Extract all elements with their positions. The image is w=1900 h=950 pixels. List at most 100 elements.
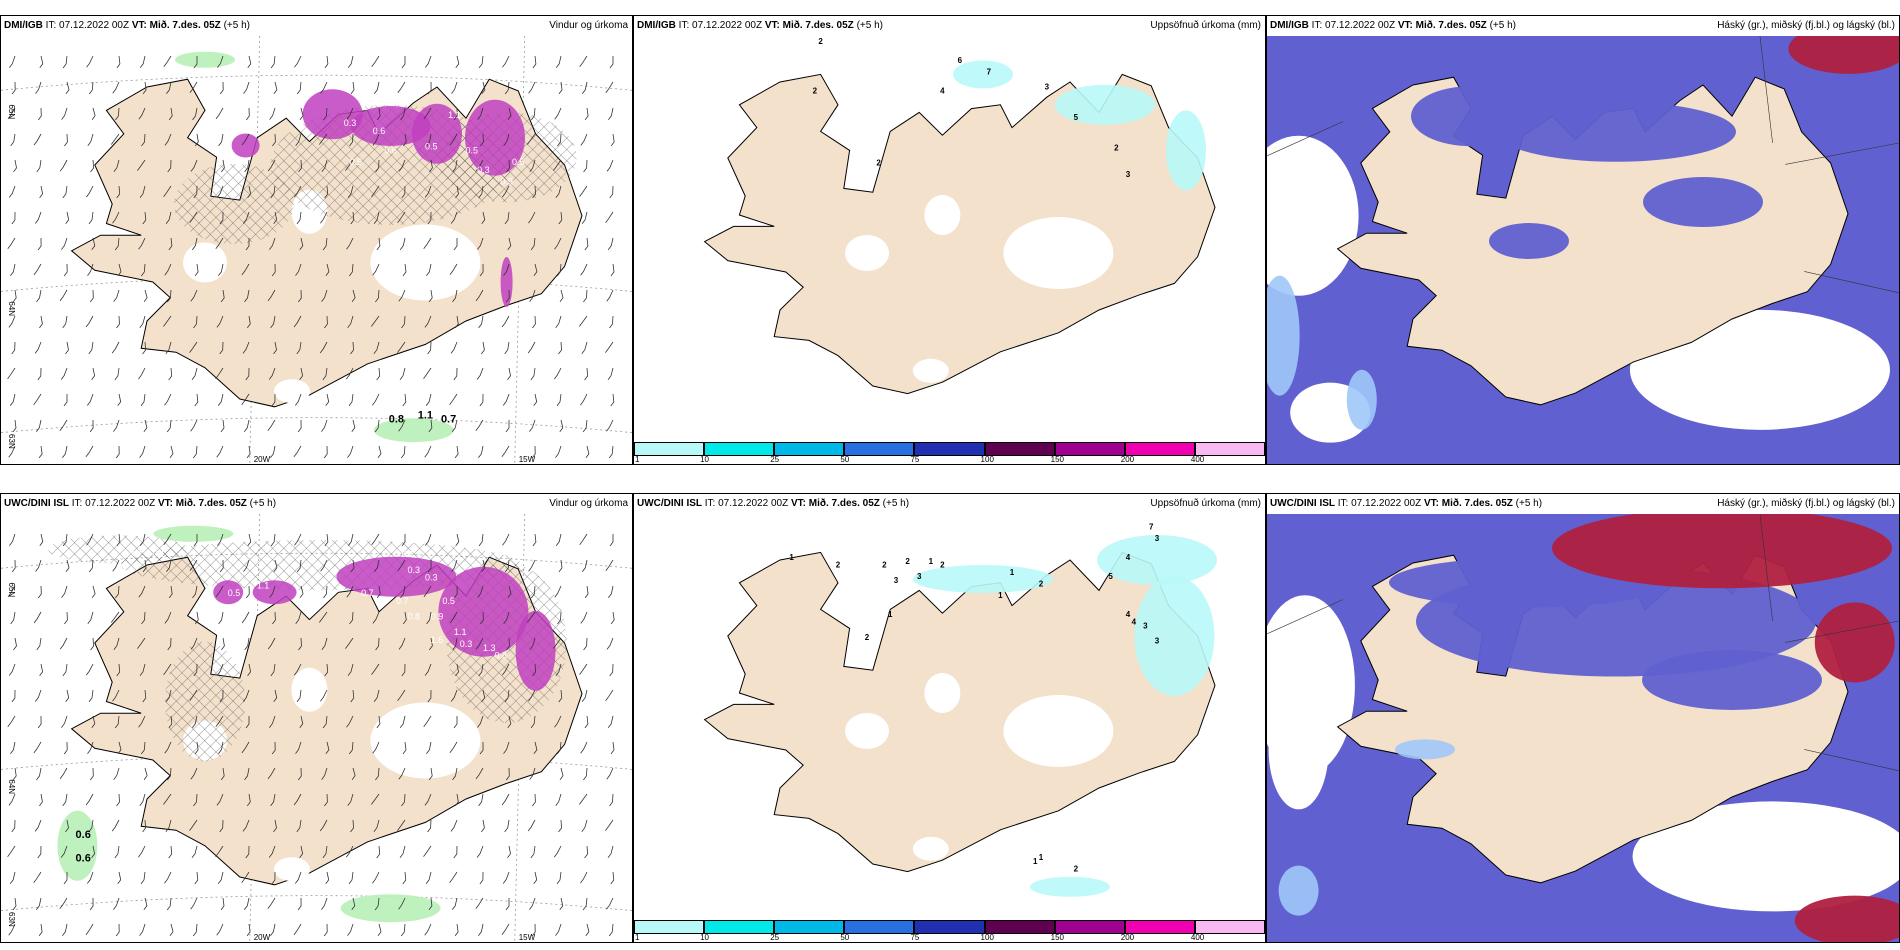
- wind-barb: [559, 289, 564, 302]
- wind-barb: [529, 419, 536, 432]
- panel-vt-label: VT:: [1397, 20, 1413, 31]
- wind-barb: [193, 56, 198, 69]
- value-label: 0.6: [384, 145, 397, 155]
- wind-barb: [189, 689, 198, 701]
- wind-barb: [141, 133, 146, 147]
- panel-vt-value: Mið. 7.des. 05Z: [782, 20, 854, 31]
- value-label: 0.7: [441, 413, 456, 425]
- wind-barb: [215, 107, 224, 120]
- wind-barb: [402, 133, 407, 147]
- wind-barb: [11, 81, 16, 95]
- wind-barb: [427, 81, 432, 95]
- wind-barb: [453, 845, 458, 859]
- wind-barb: [424, 923, 432, 936]
- wind-barb: [610, 393, 615, 407]
- wind-barb: [584, 237, 589, 251]
- colorbar-tick: 400: [1190, 933, 1205, 942]
- wind-barb: [296, 559, 302, 573]
- wind-barb: [580, 611, 588, 624]
- value-label: 1.3: [483, 643, 496, 653]
- wind-barb: [13, 159, 17, 173]
- wind-barb: [113, 289, 120, 302]
- wind-barb: [298, 159, 302, 173]
- wind-barb: [142, 341, 147, 355]
- panel-header: DMI/IGB IT: 07.12.2022 00Z VT: Mið. 7.de…: [1267, 16, 1899, 36]
- wind-barb: [377, 445, 382, 459]
- wind-barb: [167, 289, 172, 303]
- value-label: 2: [1039, 580, 1044, 589]
- wind-barb: [424, 445, 432, 458]
- wind-barb: [12, 289, 17, 303]
- wind-barb: [8, 663, 16, 676]
- wind-barb: [140, 871, 146, 885]
- wind-barb: [271, 393, 276, 407]
- glacier: [291, 667, 328, 712]
- wind-barb: [65, 689, 70, 703]
- wind-barb: [455, 55, 460, 69]
- wind-barb: [481, 559, 486, 573]
- panel-lead: (+5 h): [249, 498, 277, 509]
- wind-barb: [502, 55, 510, 68]
- value-label: 5: [1074, 113, 1079, 122]
- latitude-label: 65N: [7, 104, 16, 119]
- precip-area: [1166, 110, 1206, 191]
- value-label: 0.5: [338, 526, 351, 536]
- panel-source: UWC/DINI ISL: [4, 498, 69, 509]
- wind-barb: [220, 767, 225, 781]
- wind-barb: [370, 315, 380, 327]
- wind-barb: [370, 793, 380, 805]
- wind-barb: [350, 211, 355, 225]
- wind-barb: [583, 289, 588, 303]
- wind-barb: [503, 133, 510, 146]
- wind-barb: [270, 533, 276, 547]
- wind-barb: [37, 367, 42, 381]
- wind-barb: [502, 393, 510, 406]
- wind-barb: [247, 533, 252, 547]
- latitude-line: [1, 895, 632, 912]
- wind-barb: [402, 263, 407, 277]
- wind-barb: [116, 315, 120, 329]
- wind-barb: [117, 393, 122, 407]
- value-label: 2: [876, 159, 881, 168]
- wind-barb: [267, 419, 276, 432]
- wind-barb: [299, 715, 304, 729]
- value-label: 2: [1114, 143, 1119, 152]
- wind-barb: [555, 663, 562, 676]
- wind-barb: [166, 897, 172, 911]
- wind-barb: [273, 559, 278, 573]
- wind-barb: [11, 559, 16, 573]
- wind-barb: [449, 263, 458, 276]
- light-precip: [373, 418, 454, 443]
- value-label: 4: [940, 86, 945, 95]
- wind-barb: [62, 663, 68, 677]
- latitude-line: [1, 417, 632, 434]
- colorbar-swatch: [1194, 920, 1265, 934]
- wind-barb: [296, 689, 302, 703]
- wind-barb: [115, 107, 120, 121]
- wind-barb: [372, 611, 380, 624]
- wind-barb: [59, 159, 68, 172]
- wind-barb: [89, 767, 94, 781]
- wind-barb: [321, 289, 328, 302]
- wind-barb: [554, 585, 562, 598]
- wind-barb: [476, 845, 484, 858]
- wind-barb: [530, 585, 536, 599]
- high-cloud: [1788, 36, 1899, 74]
- wind-barb: [579, 533, 588, 545]
- glacier: [274, 379, 310, 404]
- wind-barb: [194, 393, 199, 407]
- wind-barb: [215, 715, 224, 728]
- precip-area: [465, 99, 525, 176]
- wind-barb: [59, 767, 68, 780]
- wind-barb: [142, 211, 147, 225]
- wind-barb: [345, 367, 354, 380]
- precip-area: [302, 89, 363, 140]
- wind-barb: [294, 393, 302, 406]
- panel-precip-uwc: UWC/DINI ISL IT: 07.12.2022 00Z VT: Mið.…: [633, 493, 1266, 943]
- wind-barb: [501, 445, 510, 458]
- precip-area: [1030, 876, 1110, 897]
- wind-barb: [65, 341, 69, 355]
- panel-it: IT: 07.12.2022 00Z: [1311, 20, 1396, 31]
- panel-lead: (+5 h): [1489, 20, 1516, 31]
- wind-barb: [478, 663, 484, 677]
